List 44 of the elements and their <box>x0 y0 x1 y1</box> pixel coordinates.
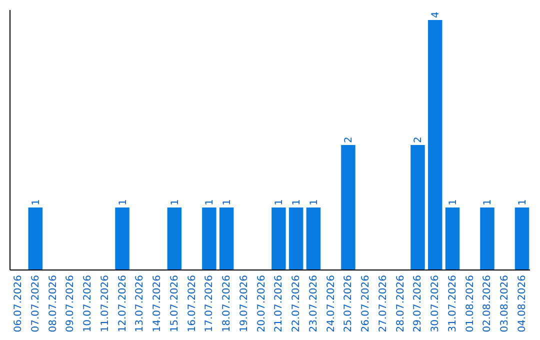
x-tick-label: 29.07.2026 <box>412 275 424 332</box>
x-tick-label: 11.07.2026 <box>100 275 111 332</box>
data-label: 1 <box>308 199 320 206</box>
x-tick-label: 13.07.2026 <box>134 275 146 332</box>
x-tick-label: 23.07.2026 <box>308 275 320 332</box>
data-label: 1 <box>482 199 494 206</box>
x-tick-label: 01.08.2026 <box>464 275 476 332</box>
x-tick-label: 30.07.2026 <box>430 275 442 332</box>
x-tick-label: 12.07.2026 <box>117 275 128 332</box>
data-label: 4 <box>430 12 442 18</box>
data-label: 2 <box>413 136 424 143</box>
data-label: 1 <box>222 199 234 206</box>
x-tick-label: 21.07.2026 <box>274 275 285 332</box>
x-tick-label: 17.07.2026 <box>204 275 216 332</box>
x-tick-label: 09.07.2026 <box>65 275 76 332</box>
x-tick-label: 20.07.2026 <box>256 275 268 332</box>
data-label: 1 <box>274 199 286 206</box>
x-tick-label: 08.07.2026 <box>48 275 59 332</box>
x-tick-label: 15.07.2026 <box>169 275 180 332</box>
x-tick-label: 22.07.2026 <box>291 275 302 332</box>
x-tick-label: 27.07.2026 <box>378 275 389 332</box>
x-tick-label: 06.07.2026 <box>12 275 24 332</box>
x-tick-label: 02.08.2026 <box>482 275 494 332</box>
data-label: 1 <box>448 199 459 206</box>
x-tick-label: 18.07.2026 <box>222 275 233 332</box>
x-tick-label: 24.07.2026 <box>326 275 337 332</box>
x-tick-label: 16.07.2026 <box>186 275 198 332</box>
x-tick-label: 04.08.2026 <box>517 275 528 332</box>
x-tick-label: 07.07.2026 <box>30 275 42 332</box>
x-tick-label: 19.07.2026 <box>238 275 250 332</box>
data-label: 1 <box>292 199 303 206</box>
x-tick-label: 25.07.2026 <box>343 275 354 332</box>
x-tick-label: 14.07.2026 <box>152 275 164 332</box>
data-label: 2 <box>344 136 355 143</box>
data-label: 1 <box>518 199 529 206</box>
x-tick-label: 28.07.2026 <box>395 275 406 332</box>
x-tick-label: 26.07.2026 <box>360 275 372 332</box>
data-label: 1 <box>204 199 216 206</box>
x-tick-label: 03.08.2026 <box>500 275 511 332</box>
data-label: 1 <box>170 199 181 206</box>
data-label: 1 <box>30 199 42 206</box>
x-tick-label: 31.07.2026 <box>447 275 458 332</box>
data-label: 1 <box>118 199 129 206</box>
x-tick-label: 10.07.2026 <box>82 275 94 332</box>
